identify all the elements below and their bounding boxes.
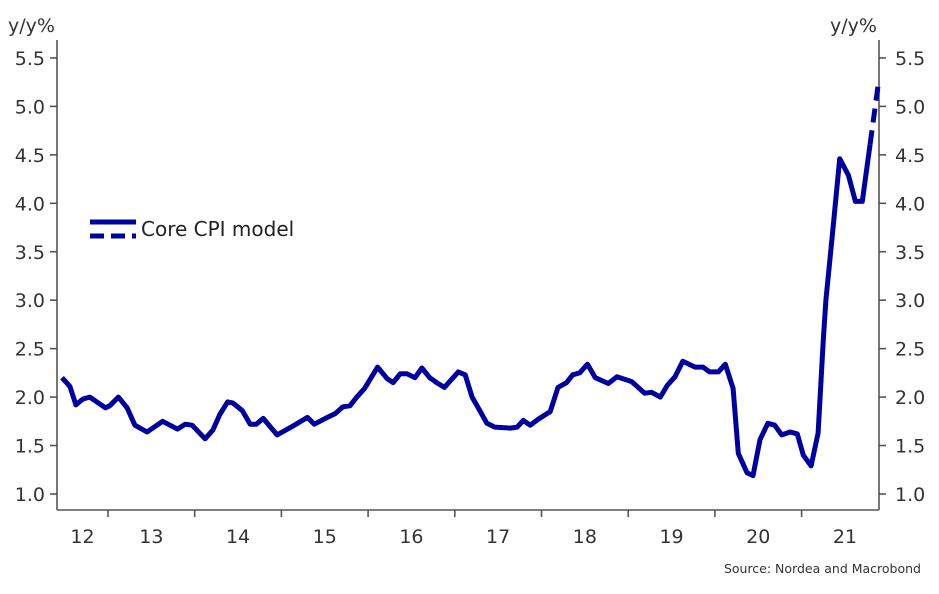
x-tick-label: 17 — [486, 526, 510, 548]
x-tick-label: 13 — [139, 526, 163, 548]
right-y-tick-label: 3.5 — [895, 242, 925, 264]
left-y-tick-label: 1.5 — [15, 436, 45, 458]
legend: Core CPI model — [90, 217, 294, 241]
x-tick-label: 21 — [833, 526, 857, 548]
left-y-tick-label: 5.0 — [15, 96, 45, 118]
x-tick-label: 16 — [399, 526, 423, 548]
x-tick-label: 14 — [226, 526, 250, 548]
right-y-tick-label: 1.0 — [895, 484, 925, 506]
left-axis-unit: y/y% — [8, 15, 55, 37]
right-y-tick-label: 4.5 — [895, 145, 925, 167]
left-y-tick-label: 3.5 — [15, 242, 45, 264]
x-tick-label: 15 — [313, 526, 337, 548]
right-y-tick-label: 2.0 — [895, 387, 925, 409]
right-axis-unit: y/y% — [830, 15, 877, 37]
right-y-tick-label: 5.0 — [895, 96, 925, 118]
source-note: Source: Nordea and Macrobond — [724, 561, 921, 576]
x-tick-label: 12 — [70, 526, 94, 548]
right-y-tick-label: 4.0 — [895, 193, 925, 215]
series-line-forecast — [867, 79, 882, 145]
left-y-tick-label: 2.0 — [15, 387, 45, 409]
left-y-tick-label: 2.5 — [15, 339, 45, 361]
right-y-tick-label: 1.5 — [895, 436, 925, 458]
right-y-tick-label: 3.0 — [895, 290, 925, 312]
x-tick-label: 18 — [573, 526, 597, 548]
left-y-tick-label: 3.0 — [15, 290, 45, 312]
x-tick-label: 19 — [659, 526, 683, 548]
right-y-tick-label: 5.5 — [895, 48, 925, 70]
legend-label: Core CPI model — [141, 217, 294, 241]
left-y-tick-label: 4.5 — [15, 145, 45, 167]
x-tick-label: 20 — [746, 526, 770, 548]
left-y-tick-label: 1.0 — [15, 484, 45, 506]
left-y-tick-label: 4.0 — [15, 193, 45, 215]
right-y-tick-label: 2.5 — [895, 339, 925, 361]
series-line-actual — [60, 143, 873, 479]
left-y-tick-label: 5.5 — [15, 48, 45, 70]
